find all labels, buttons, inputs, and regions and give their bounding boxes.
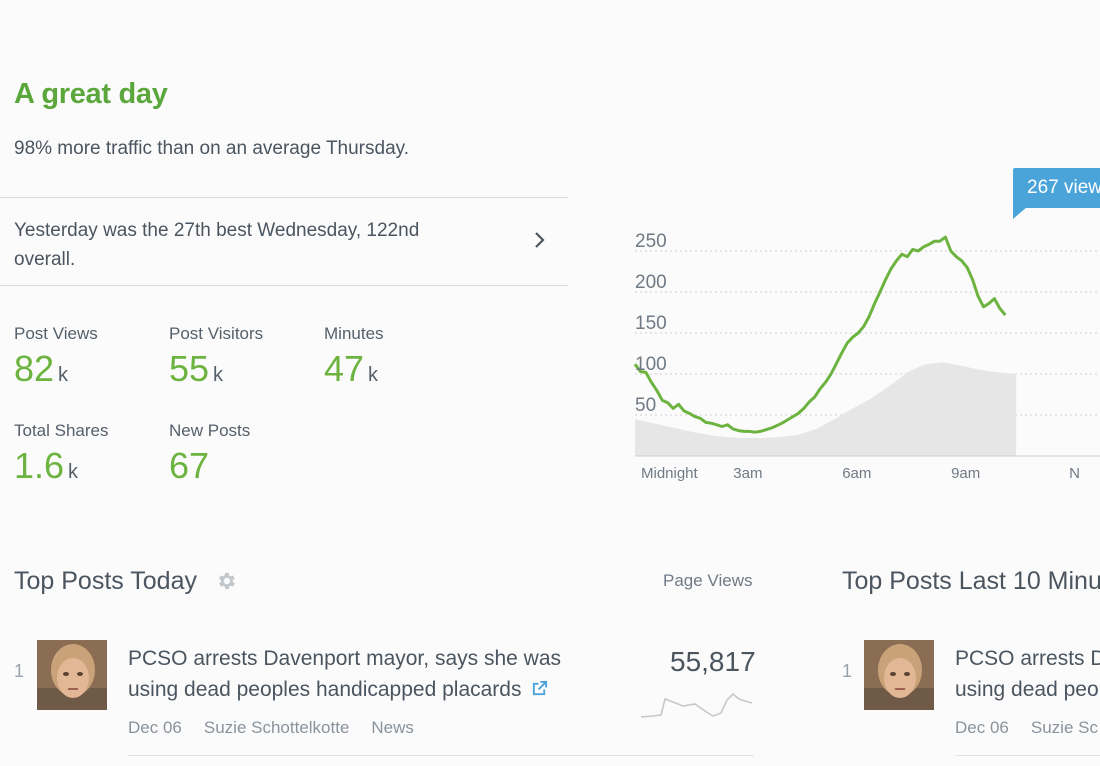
chevron-right-icon[interactable] (532, 228, 548, 252)
stat-unit: k (68, 461, 79, 483)
post-page-views: 55,817 (670, 646, 756, 677)
post-title-link[interactable]: PCSO arrests Da using dead peo (955, 643, 1100, 705)
y-tick-label: 50 (635, 395, 656, 416)
stat-unit: k (368, 364, 379, 386)
x-tick-label: N (1069, 465, 1080, 482)
post-title-line: using dead peo (955, 678, 1099, 701)
stat-label: New Posts (169, 421, 251, 440)
tooltip-pointer (1013, 207, 1027, 219)
post-author[interactable]: Suzie Sc (1030, 718, 1098, 737)
x-tick-label: Midnight (641, 465, 699, 482)
post-thumbnail[interactable] (37, 640, 107, 710)
post-meta: Dec 06 Suzie Schottelkotte News (128, 718, 436, 738)
day-headline: A great day (14, 78, 168, 110)
top-posts-today-title: Top Posts Today (14, 567, 197, 595)
post-title-line: PCSO arrests Da (955, 647, 1100, 670)
post-category[interactable]: News (371, 718, 414, 737)
stat-unit: k (213, 364, 224, 386)
traffic-line (633, 235, 1007, 434)
traffic-comparison-text: 98% more traffic than on an average Thur… (14, 138, 410, 159)
y-tick-label: 100 (635, 354, 667, 375)
stat-label: Minutes (324, 324, 384, 343)
y-tick-label: 250 (635, 231, 667, 252)
y-tick-label: 150 (635, 313, 667, 334)
post-date: Dec 06 (128, 718, 182, 737)
post-meta: Dec 06 Suzie Sc (955, 718, 1100, 738)
stat-value: 1.6 (14, 445, 65, 486)
stat-total-shares: Total Shares 1.6 k (14, 421, 109, 487)
post-author[interactable]: Suzie Schottelkotte (203, 718, 350, 737)
y-tick-label: 200 (635, 272, 667, 293)
x-tick-label: 9am (951, 465, 980, 482)
average-traffic-area (635, 362, 1017, 456)
yesterday-ranking-text: Yesterday was the 27th best Wednesday, 1… (14, 220, 420, 270)
external-link-icon[interactable] (531, 680, 548, 697)
yesterday-ranking-row[interactable]: Yesterday was the 27th best Wednesday, 1… (0, 197, 568, 286)
stat-unit: k (58, 364, 69, 386)
gear-icon[interactable] (215, 570, 237, 592)
top-posts-last-10-title: Top Posts Last 10 Minu (842, 567, 1100, 595)
stat-value: 82 (14, 348, 55, 389)
stat-value: 67 (169, 445, 210, 486)
stat-value: 47 (324, 348, 365, 389)
stat-new-posts: New Posts 67 (169, 421, 250, 487)
post-rank: 1 (842, 661, 853, 681)
post-views-sparkline (641, 692, 753, 718)
stat-post-views: Post Views 82 k (14, 324, 98, 390)
post-thumbnail[interactable] (864, 640, 934, 710)
stat-post-visitors: Post Visitors 55 k (169, 324, 263, 390)
stat-minutes: Minutes 47 k (324, 324, 384, 390)
peak-views-tooltip: 267 views (1013, 168, 1100, 208)
page-views-column-header: Page Views (663, 571, 753, 590)
post-title-text: PCSO arrests Davenport mayor, says she w… (128, 647, 561, 701)
post-title-link[interactable]: PCSO arrests Davenport mayor, says she w… (128, 643, 588, 705)
row-divider (128, 755, 754, 756)
x-tick-label: 6am (842, 465, 871, 482)
row-divider (955, 755, 1100, 756)
stat-value: 55 (169, 348, 210, 389)
stat-label: Total Shares (14, 421, 109, 440)
traffic-chart: 250 200 150 100 50 Midnight 3am 6am 9am N (633, 231, 1100, 482)
post-date: Dec 06 (955, 718, 1009, 737)
x-tick-label: 3am (733, 465, 762, 482)
post-rank: 1 (14, 661, 25, 681)
stat-label: Post Views (14, 324, 98, 343)
stat-label: Post Visitors (169, 324, 264, 343)
